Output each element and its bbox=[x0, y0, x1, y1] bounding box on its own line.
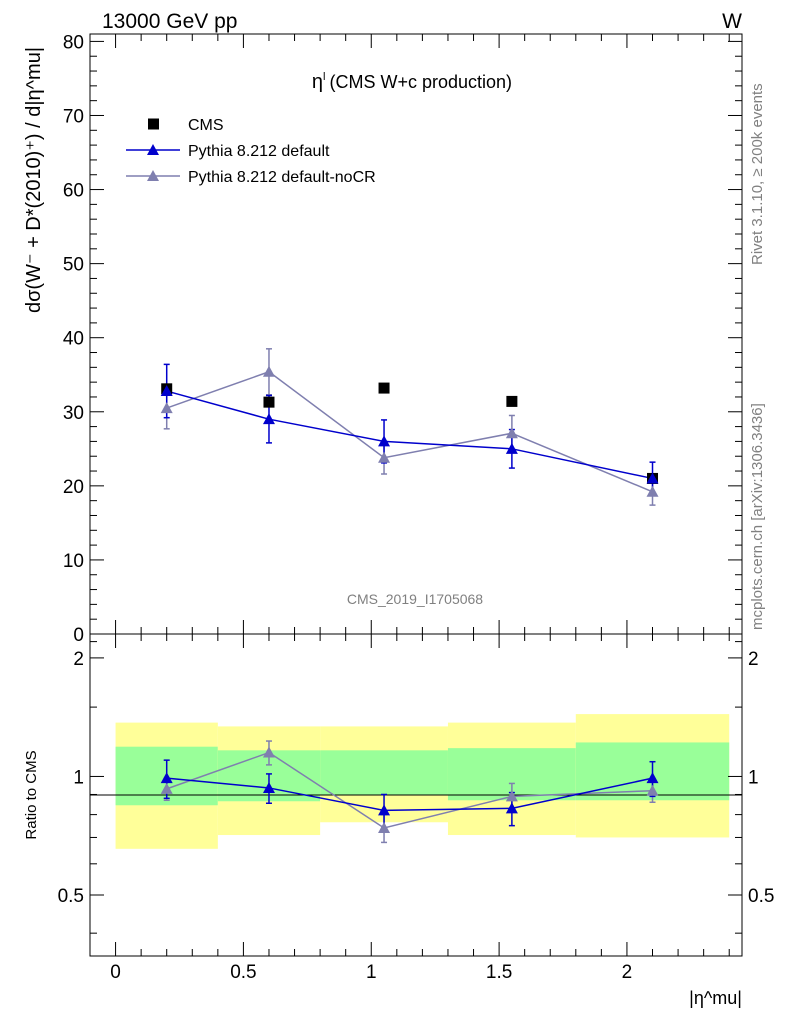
legend-label: Pythia 8.212 default-noCR bbox=[188, 169, 376, 186]
ratio-xtick-label: 1.5 bbox=[486, 962, 512, 983]
ratio-ylabel: Ratio to CMS bbox=[23, 750, 40, 839]
main-ytick-label: 0 bbox=[73, 625, 84, 646]
ratio-series bbox=[160, 740, 659, 844]
ratio-default-point bbox=[378, 804, 391, 816]
ratio-band-inner bbox=[320, 750, 448, 796]
title-sup: l bbox=[323, 71, 325, 83]
main-ytick-label: 70 bbox=[63, 106, 84, 127]
legend-marker bbox=[147, 170, 159, 181]
header-left: 13000 GeV pp bbox=[102, 10, 237, 33]
ratio-nocr-point bbox=[378, 821, 391, 833]
default-point bbox=[646, 472, 659, 484]
ratio-xtick-label: 2 bbox=[622, 962, 633, 983]
default-point bbox=[160, 385, 173, 397]
main-ytick-label: 20 bbox=[63, 477, 84, 498]
nocr-point bbox=[378, 451, 391, 463]
default-point bbox=[378, 435, 391, 447]
ratio-ytick-label: 1 bbox=[73, 767, 84, 788]
ratio-xtick-label: 1 bbox=[366, 962, 377, 983]
watermark: CMS_2019_I1705068 bbox=[347, 591, 483, 607]
rivet-label: Rivet 3.1.10, ≥ 200k events bbox=[749, 83, 766, 265]
ratio-axis-ticks: 0.5 0.5 1 1 2 2 0 0.5 1 1.5 2 bbox=[58, 634, 774, 983]
ratio-nocr-point bbox=[505, 790, 518, 802]
nocr-point bbox=[160, 402, 173, 414]
ratio-default-point bbox=[646, 772, 659, 784]
main-ytick-label: 10 bbox=[63, 551, 84, 572]
main-panel: 0 10 20 30 40 50 60 70 80 ηl (CMS W+c production)… bbox=[23, 32, 743, 646]
ratio-default-point bbox=[505, 802, 518, 814]
legend-marker bbox=[147, 144, 159, 155]
ratio-ytick-label-right: 2 bbox=[748, 649, 759, 670]
main-title: ηl (CMS W+c production) bbox=[312, 71, 512, 93]
ratio-ytick-label-right: 1 bbox=[748, 767, 759, 788]
ratio-ytick-label: 2 bbox=[73, 649, 84, 670]
ratio-ytick-label: 0.5 bbox=[58, 886, 84, 907]
ratio-nocr-point bbox=[160, 782, 173, 794]
title-main: η bbox=[312, 71, 323, 93]
nocr-point bbox=[262, 365, 275, 377]
cms-data-point bbox=[263, 396, 275, 408]
cms-data-point bbox=[378, 382, 390, 394]
main-ytick-label: 60 bbox=[63, 181, 84, 202]
ratio-xtick-label: 0 bbox=[110, 962, 121, 983]
ratio-xlabel: |η^mu| bbox=[689, 988, 742, 1008]
main-ylabel: dσ(W⁻ + D*(2010)⁺) / d|η^mu| bbox=[23, 47, 45, 313]
legend-label: Pythia 8.212 default bbox=[188, 143, 330, 160]
ratio-default-point bbox=[262, 781, 275, 793]
main-ytick-label: 30 bbox=[63, 403, 84, 424]
ratio-panel: 0.5 0.5 1 1 2 2 0 0.5 1 1.5 2 Ratio to CMS |η^mu| bbox=[23, 633, 774, 1008]
ratio-ytick-label-right: 0.5 bbox=[748, 886, 774, 907]
legend: CMS Pythia 8.212 default Pythia 8.212 defa… bbox=[126, 117, 376, 186]
legend-marker-cms bbox=[148, 118, 159, 130]
main-ytick-label: 80 bbox=[63, 32, 84, 53]
header-right: W bbox=[722, 10, 742, 33]
ratio-default-point bbox=[160, 772, 173, 784]
mcplots-label: mcplots.cern.ch [arXiv:1306.3436] bbox=[749, 403, 766, 630]
cms-data-point bbox=[506, 395, 518, 407]
ratio-nocr-point bbox=[262, 746, 275, 758]
main-series bbox=[160, 348, 659, 506]
main-ytick-label: 40 bbox=[63, 329, 84, 350]
main-ytick-label: 50 bbox=[63, 255, 84, 276]
ratio-nocr-point bbox=[646, 784, 659, 796]
legend-label: CMS bbox=[188, 117, 224, 134]
series-nocr-line bbox=[166, 370, 653, 493]
main-axis-ticks: 0 10 20 30 40 50 60 70 80 bbox=[63, 32, 742, 646]
ratio-xtick-label: 0.5 bbox=[230, 962, 256, 983]
nocr-point bbox=[505, 427, 518, 439]
series-default-line bbox=[166, 390, 653, 480]
title-rest: (CMS W+c production) bbox=[330, 72, 513, 92]
default-point bbox=[505, 442, 518, 454]
default-point bbox=[262, 413, 275, 425]
nocr-point bbox=[646, 485, 659, 497]
ratio-frame bbox=[89, 633, 743, 957]
